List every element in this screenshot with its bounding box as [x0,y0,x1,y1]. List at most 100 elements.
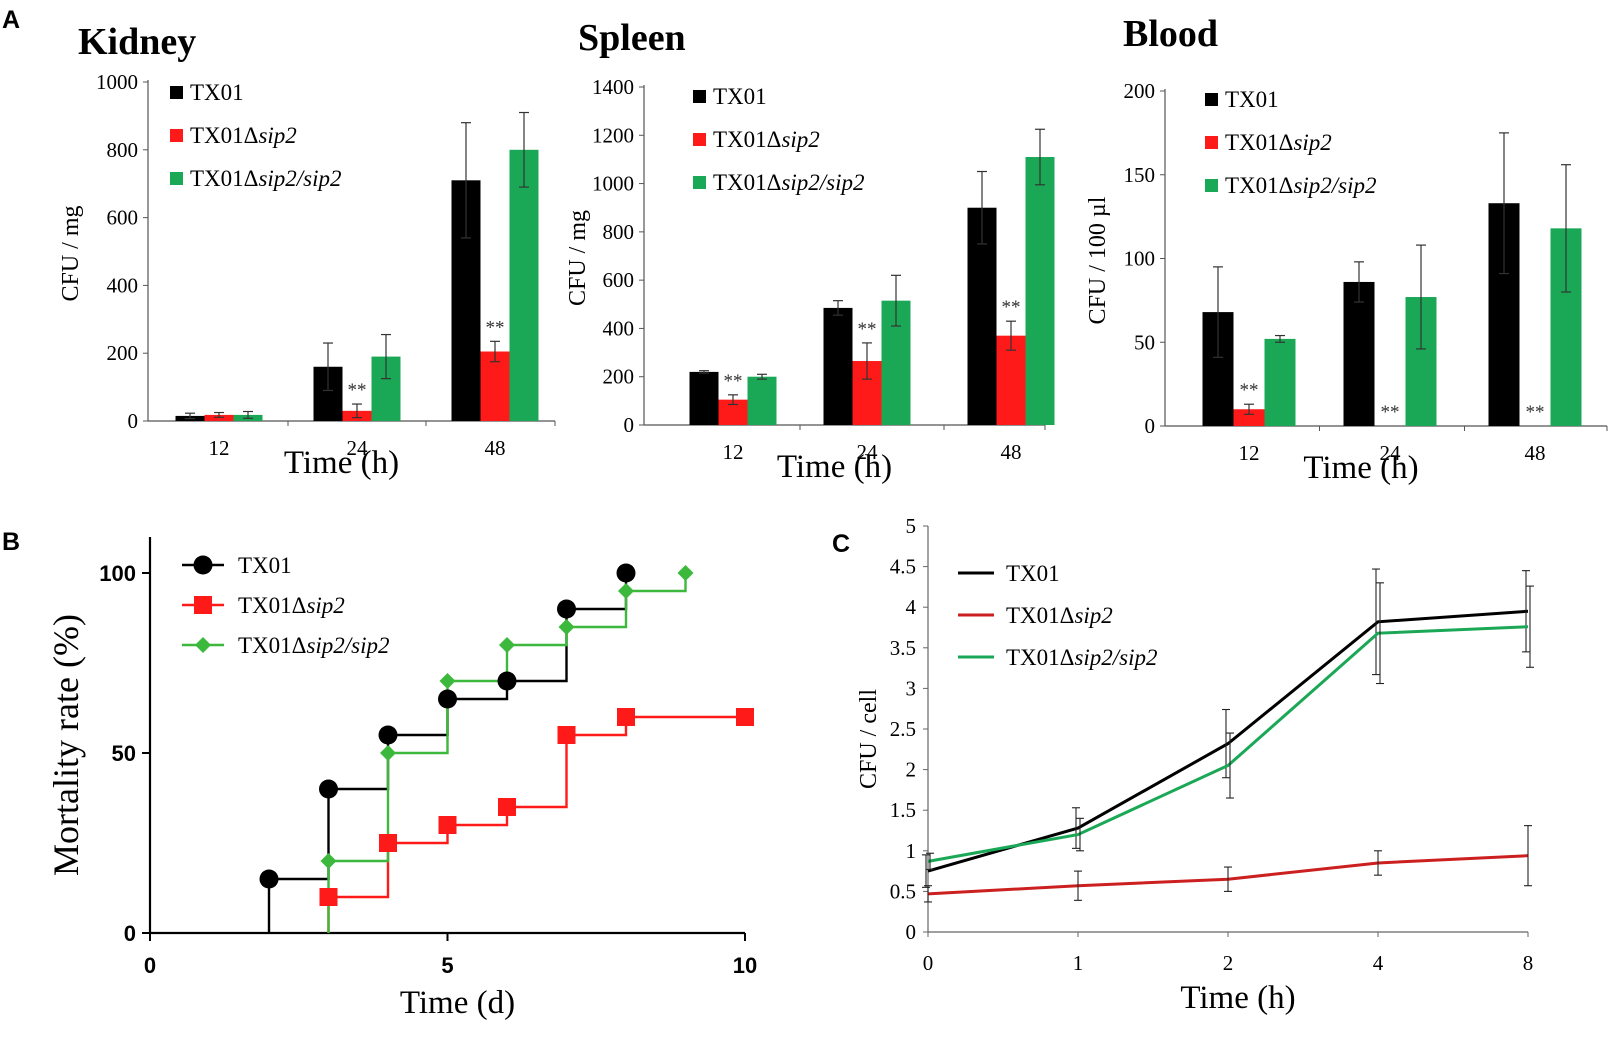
intracellular-line-chart: 00.511.522.533.544.550 1 2 4 8TX01TX01Δsip2T… [856,514,1534,1016]
bar [480,351,510,421]
data-point [677,565,694,581]
y-axis-label: CFU / mg [58,205,84,301]
x-tick-label: 24 [1380,441,1402,465]
legend-label-prefix: TX01Δ [238,593,306,618]
y-tick-label: 200 [107,341,139,365]
y-tick-label: 1000 [96,70,138,94]
x-axis-label: Time (d) [400,985,515,1021]
chart-title: Spleen [578,17,686,59]
y-tick-label: 800 [603,220,635,244]
x-tick-label: 24 [857,440,879,464]
y-axis-label: CFU / mg [565,210,591,306]
spleen-bar-chart: Spleen 0 200 400 600 800 1000 1200 1400 12 24 48 ** *… [565,17,1055,485]
data-point [319,779,338,799]
x-tick-label: 0 [923,951,934,975]
x-tick-label: 48 [485,436,506,460]
legend-label-suffix: sip2 [258,123,296,148]
y-tick-label: 400 [107,273,139,297]
data-point [499,637,515,653]
legend-label-prefix: TX01Δ [713,170,781,195]
bar [509,149,539,422]
bar [1233,409,1265,426]
y-tick-label: 100 [99,561,136,586]
bar [1343,281,1375,426]
legend-label-prefix: TX01Δ [1225,130,1293,155]
legend-label-prefix: TX01Δ [1225,173,1293,198]
data-point [498,798,516,816]
legend-label-prefix: TX01 [238,553,292,578]
legend-marker [193,555,213,575]
data-point [378,725,398,745]
legend-label-prefix: TX01Δ [190,123,258,148]
legend-label-suffix: sip2/sip2 [781,170,864,195]
y-tick-label: 600 [603,268,635,292]
legend-swatch [693,90,706,103]
y-axis-label: CFU / cell [856,689,882,789]
legend-label-suffix: sip2 [781,127,819,152]
y-tick-label: 800 [107,138,139,162]
legend-label-suffix: sip2 [1293,130,1331,155]
legend-label: TX01 [713,84,767,109]
y-tick-label: 0 [1145,414,1156,438]
y-axis-label: CFU / 100 µl [1085,196,1111,324]
legend-label-suffix: sip2/sip2 [1074,645,1157,670]
legend-swatch [693,133,706,146]
significance-marker: ** [858,319,877,340]
panel-label-b: B [2,528,20,556]
x-axis-label: Time (h) [284,445,399,481]
legend-label: TX01 [238,553,292,578]
x-tick-label: 0 [144,953,156,978]
kidney-bar-chart: Kidney 0 200 400 600 800 1000 12 24 48 ** ** TX01 TX0… [58,21,556,481]
y-tick-label: 1000 [592,172,634,196]
x-tick-label: 1 [1073,951,1084,975]
x-tick-label: 24 [347,436,369,460]
legend-swatch [693,176,706,189]
legend-label-prefix: TX01 [713,84,767,109]
legend-swatch [170,129,183,142]
chart-title: Kidney [78,21,196,63]
legend-label: TX01Δsip2/sip2 [190,166,342,191]
data-point [439,673,456,689]
significance-marker: ** [724,371,743,392]
legend-label-prefix: TX01Δ [238,633,306,658]
legend-swatch [170,172,183,185]
panel-label-c: C [832,530,850,558]
significance-marker: ** [348,380,367,401]
x-tick-label: 48 [1001,440,1022,464]
legend-label: TX01Δsip2/sip2 [1006,645,1158,670]
y-tick-label: 0 [906,920,917,944]
data-point [259,869,279,889]
legend-label: TX01Δsip2 [713,127,820,152]
bar [204,414,234,421]
legend-label: TX01 [1006,561,1060,586]
y-tick-label: 100 [1124,247,1156,271]
legend-swatch [1205,93,1218,106]
x-tick-label: 12 [209,436,230,460]
legend-swatch [1205,179,1218,192]
chart-title: Blood [1123,13,1218,55]
x-tick-label: 4 [1373,951,1384,975]
legend-label: TX01Δsip2 [1006,603,1113,628]
data-point [558,619,575,635]
bar [823,307,853,425]
y-tick-label: 4 [906,595,917,619]
x-tick-label: 10 [733,953,757,978]
legend-label-suffix: sip2 [1074,603,1112,628]
data-point [497,671,517,691]
bar [1264,338,1296,426]
legend-label: TX01Δsip2/sip2 [238,633,390,658]
y-tick-label: 3.5 [890,636,916,660]
series-line [927,625,1529,863]
significance-marker: ** [1002,297,1021,318]
y-tick-label: 1400 [592,75,634,99]
y-tick-label: 1.5 [890,798,916,822]
data-point [557,726,576,744]
y-axis-label: Mortality rate (%) [46,614,86,876]
bar [689,371,719,425]
x-tick-label: 8 [1523,951,1534,975]
y-tick-label: 50 [1134,330,1155,354]
legend-label: TX01Δsip2 [238,593,345,618]
data-point [618,583,634,599]
legend-label-suffix: sip2/sip2 [306,633,389,658]
